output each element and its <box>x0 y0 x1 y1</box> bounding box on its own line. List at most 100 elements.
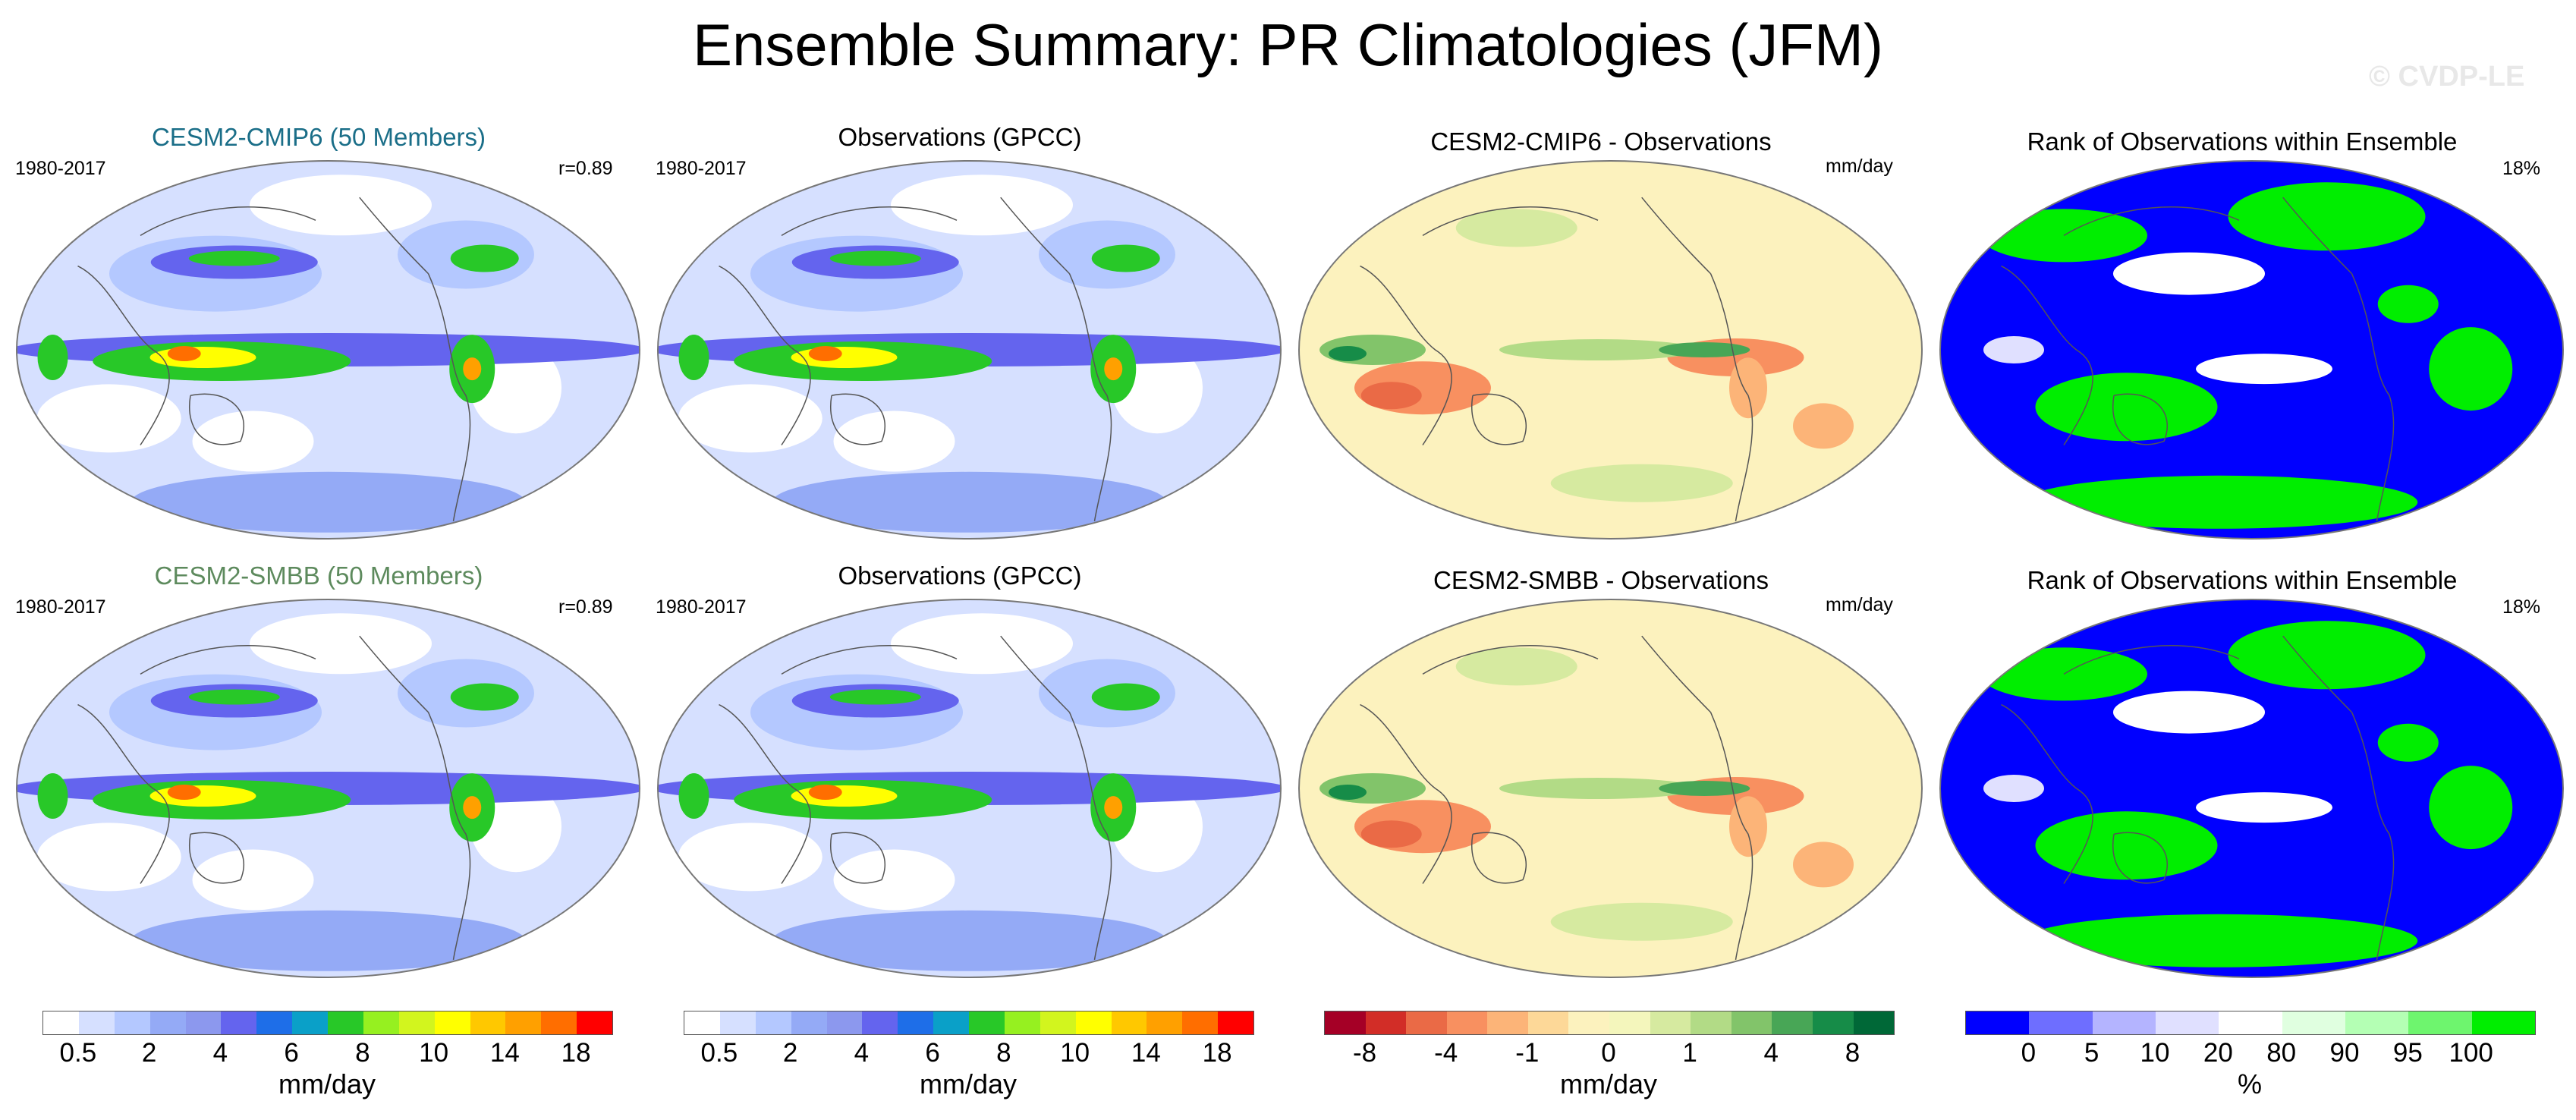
colorbar-swatch <box>1218 1011 1253 1034</box>
colorbar-swatch <box>719 1011 756 1034</box>
colorbar-swatch <box>2029 1011 2093 1034</box>
colorbar-tick-label: 2 <box>141 1038 157 1068</box>
colorbar-tick-label: 90 <box>2329 1038 2360 1068</box>
colorbar-swatch <box>826 1011 863 1034</box>
colorbar-swatch <box>2155 1011 2219 1034</box>
colorbar-tick-label: 10 <box>2140 1038 2170 1068</box>
colorbar-tick-label: 8 <box>996 1038 1011 1068</box>
rank-percent-label: 18% <box>2502 158 2541 179</box>
colorbar-tick-label: 4 <box>854 1038 870 1068</box>
colorbar-precipitation <box>42 1011 613 1035</box>
colorbar-tick-label: 5 <box>2084 1038 2099 1068</box>
precip-map <box>657 160 1282 540</box>
colorbar-swatch <box>862 1011 898 1034</box>
colorbar-swatch <box>1527 1011 1569 1034</box>
colorbar-swatch <box>1075 1011 1112 1034</box>
colorbar-swatch <box>1966 1011 2030 1034</box>
colorbar-swatch <box>2092 1011 2156 1034</box>
colorbar-swatch <box>1325 1011 1366 1034</box>
colorbar-swatch <box>1182 1011 1219 1034</box>
colorbar-swatch <box>1446 1011 1488 1034</box>
precip-map <box>16 599 640 978</box>
colorbar-tick-label: 20 <box>2203 1038 2233 1068</box>
colorbar-swatch <box>2282 1011 2345 1034</box>
rank-percent-label: 18% <box>2502 596 2541 618</box>
colorbar-tick-label: 6 <box>284 1038 299 1068</box>
colorbar-swatch <box>470 1011 506 1034</box>
panel-title-obs: Observations (GPCC) <box>838 562 1082 590</box>
colorbar-swatch <box>1853 1011 1895 1034</box>
colorbar-tick-label: 10 <box>419 1038 449 1068</box>
panel-title-obs: Observations (GPCC) <box>838 123 1082 151</box>
colorbar-tick-label: 1 <box>1682 1038 1697 1068</box>
colorbar-tick-label: -8 <box>1353 1038 1377 1068</box>
colorbar-swatch <box>1040 1011 1076 1034</box>
colorbar-swatch <box>1691 1011 1731 1034</box>
colorbar-swatch <box>1812 1011 1854 1034</box>
panel-title-rank: Rank of Observations within Ensemble <box>2027 566 2458 594</box>
colorbar-swatch <box>149 1011 186 1034</box>
colorbar-tick-label: 18 <box>561 1038 591 1068</box>
colorbar-swatch <box>1609 1011 1650 1034</box>
period-label: 1980-2017 <box>15 596 106 618</box>
panel-title-diff: CESM2-CMIP6 - Observations <box>1430 127 1772 156</box>
diff-map <box>1298 599 1923 978</box>
colorbar-tick-label: 14 <box>489 1038 520 1068</box>
panel-title-smbb: CESM2-SMBB (50 Members) <box>154 562 483 590</box>
colorbar-difference <box>1324 1011 1895 1035</box>
correlation-label: r=0.89 <box>558 596 613 618</box>
precip-map <box>657 599 1282 978</box>
colorbar-tick-label: 0.5 <box>700 1038 738 1068</box>
colorbar-rank <box>1965 1011 2536 1035</box>
colorbar-swatch <box>755 1011 791 1034</box>
colorbar-swatch <box>684 1011 720 1034</box>
colorbar-swatch <box>363 1011 399 1034</box>
colorbar-tick-label: 0 <box>1601 1038 1616 1068</box>
colorbar-tick-label: 4 <box>1763 1038 1779 1068</box>
colorbar-swatch <box>328 1011 363 1034</box>
colorbar-units: mm/day <box>1559 1068 1658 1100</box>
colorbar-swatch <box>1568 1011 1610 1034</box>
colorbar-swatch <box>292 1011 328 1034</box>
figure-title: Ensemble Summary: PR Climatologies (JFM) <box>692 11 1884 78</box>
period-label: 1980-2017 <box>15 158 106 179</box>
colorbar-tick-label: -4 <box>1434 1038 1458 1068</box>
colorbar-swatch <box>1004 1011 1040 1034</box>
colorbar-swatch <box>505 1011 542 1034</box>
panel-title-rank: Rank of Observations within Ensemble <box>2027 127 2458 156</box>
colorbar-swatch <box>1650 1011 1691 1034</box>
colorbar-units: mm/day <box>278 1068 376 1100</box>
colorbar-swatch <box>221 1011 257 1034</box>
colorbar-tick-label: 10 <box>1060 1038 1090 1068</box>
colorbar-tick-label: 0 <box>2021 1038 2037 1068</box>
colorbar-tick-label: 0.5 <box>59 1038 97 1068</box>
watermark: © CVDP-LE <box>2369 61 2525 93</box>
period-label: 1980-2017 <box>656 596 747 618</box>
colorbar-tick-label: 95 <box>2392 1038 2423 1068</box>
colorbar-tick-label: 8 <box>1845 1038 1860 1068</box>
colorbar-tick-label: 4 <box>212 1038 228 1068</box>
colorbar-swatch <box>1111 1011 1147 1034</box>
colorbar-swatch <box>541 1011 577 1034</box>
colorbar-swatch <box>1487 1011 1528 1034</box>
colorbar-swatch <box>398 1011 435 1034</box>
colorbar-swatch <box>1731 1011 1772 1034</box>
colorbar-swatch <box>898 1011 934 1034</box>
colorbar-swatch <box>1365 1011 1407 1034</box>
diff-map <box>1298 160 1923 540</box>
colorbar-tick-label: 8 <box>355 1038 370 1068</box>
colorbar-tick-label: 18 <box>1202 1038 1232 1068</box>
colorbar-swatch <box>78 1011 115 1034</box>
colorbar-swatch <box>43 1011 79 1034</box>
panel-title-diff: CESM2-SMBB - Observations <box>1433 566 1769 594</box>
colorbar-swatch <box>1772 1011 1813 1034</box>
colorbar-swatch <box>1406 1011 1447 1034</box>
colorbar-tick-label: 2 <box>782 1038 798 1068</box>
colorbar-swatch <box>1146 1011 1183 1034</box>
colorbar-swatch <box>114 1011 150 1034</box>
rank-map <box>1939 599 2564 978</box>
colorbar-swatch <box>969 1011 1005 1034</box>
colorbar-swatch <box>2219 1011 2282 1034</box>
colorbar-tick-label: 14 <box>1131 1038 1161 1068</box>
colorbar-swatch <box>933 1011 969 1034</box>
